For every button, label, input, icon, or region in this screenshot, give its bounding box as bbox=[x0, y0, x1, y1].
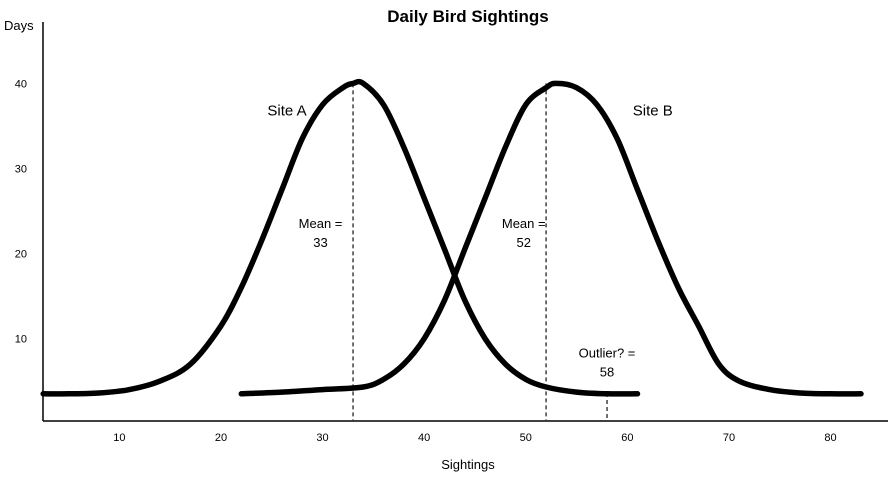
x-tick-label: 20 bbox=[215, 432, 227, 444]
y-axis-title: Days bbox=[4, 18, 34, 33]
x-tick-label: 30 bbox=[316, 432, 328, 444]
annotation-line2: 33 bbox=[313, 235, 327, 250]
chart-title: Daily Bird Sightings bbox=[387, 7, 549, 26]
y-tick-label: 10 bbox=[15, 334, 27, 346]
ticks: 10 20 30 40 50 60 70 80 10 20 30 40 bbox=[15, 78, 837, 444]
x-tick-label: 40 bbox=[418, 432, 430, 444]
y-tick-label: 40 bbox=[15, 78, 27, 90]
annotation-line2: 52 bbox=[516, 235, 530, 250]
reference-lines bbox=[352, 83, 608, 421]
x-axis-title: Sightings bbox=[441, 457, 495, 472]
x-tick-label: 80 bbox=[824, 432, 836, 444]
annotation-line1: Outlier? = bbox=[579, 345, 636, 360]
series-label: Site B bbox=[633, 103, 673, 120]
annotations: Site A Site B Mean = 33 Mean = 52 Outlier? = 58 bbox=[267, 103, 672, 380]
series-line bbox=[40, 78, 641, 397]
x-tick-label: 50 bbox=[520, 432, 532, 444]
y-tick-label: 20 bbox=[15, 249, 27, 261]
series-line bbox=[238, 80, 864, 397]
series-label: Site A bbox=[267, 103, 306, 120]
annotation-line1: Mean = bbox=[502, 216, 546, 231]
x-tick-label: 10 bbox=[113, 432, 125, 444]
y-tick-label: 30 bbox=[15, 163, 27, 175]
x-tick-label: 60 bbox=[621, 432, 633, 444]
annotation-line1: Mean = bbox=[299, 216, 343, 231]
annotation-line2: 58 bbox=[600, 364, 614, 379]
curves bbox=[40, 78, 864, 397]
x-tick-label: 70 bbox=[723, 432, 735, 444]
